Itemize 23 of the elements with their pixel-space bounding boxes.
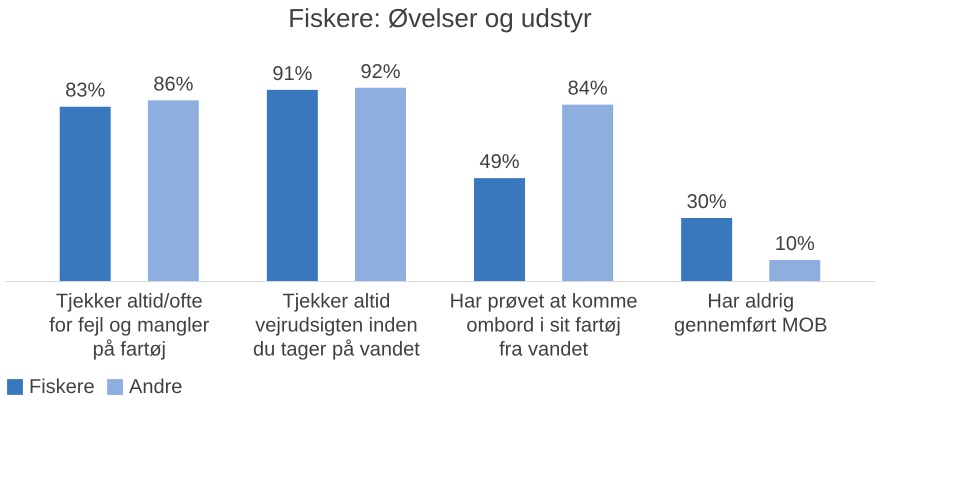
data-label: 86% bbox=[153, 73, 194, 96]
x-tick-label: Tjekker altid vejrudsigten inden du tager på vandet bbox=[253, 290, 420, 360]
bar bbox=[148, 100, 199, 281]
x-tick-label: Har prøvet at komme ombord i sit fartøj fra vandet bbox=[450, 290, 638, 360]
bar bbox=[474, 178, 525, 281]
chart-title: Fiskere: Øvelser og udstyr bbox=[288, 2, 592, 33]
data-label: 84% bbox=[568, 78, 608, 100]
legend-label: Andre bbox=[129, 376, 182, 398]
bar bbox=[355, 88, 406, 281]
legend-label: Fiskere bbox=[29, 376, 95, 398]
data-label: 49% bbox=[479, 151, 520, 174]
data-label: 10% bbox=[774, 233, 816, 255]
bar bbox=[769, 260, 820, 281]
data-label: 30% bbox=[686, 191, 727, 213]
bar bbox=[562, 104, 614, 281]
bar bbox=[681, 218, 732, 281]
x-tick-label: Tjekker altid/ofte for fejl og mangler på fartøj bbox=[49, 290, 210, 360]
x-tick-label: Har aldrig gennemført MOB bbox=[674, 290, 828, 336]
bar bbox=[60, 106, 111, 281]
data-label: 92% bbox=[360, 60, 401, 83]
data-label: 91% bbox=[272, 62, 313, 85]
bar bbox=[266, 90, 318, 281]
data-label: 83% bbox=[65, 80, 106, 102]
